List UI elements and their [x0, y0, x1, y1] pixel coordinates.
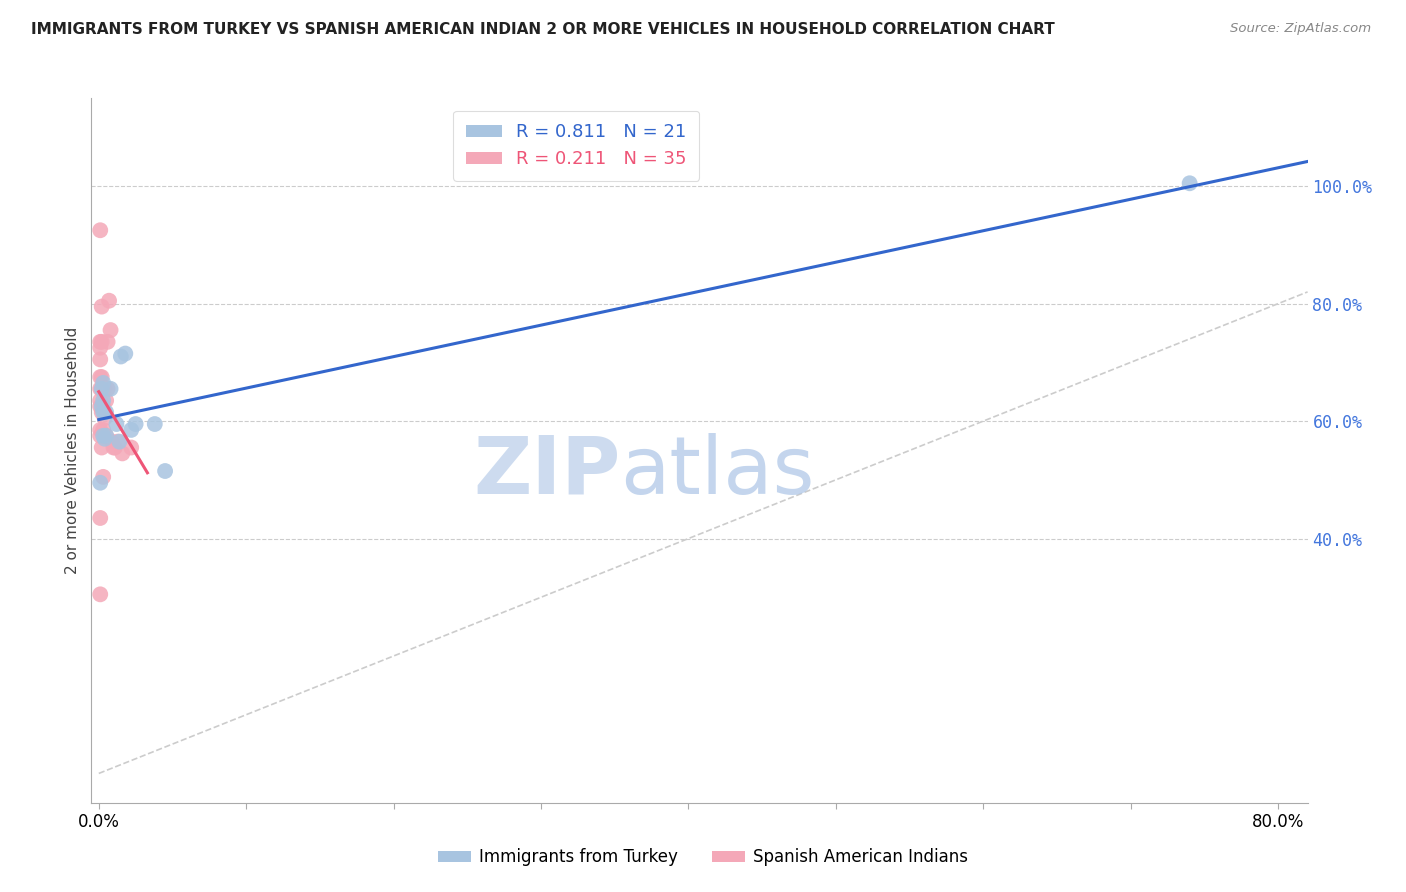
Point [89, 393, 111, 408]
Point [89, 423, 111, 437]
Legend: Immigrants from Turkey, Spanish American Indians: Immigrants from Turkey, Spanish American… [432, 842, 974, 873]
Y-axis label: 2 or more Vehicles in Household: 2 or more Vehicles in Household [65, 326, 80, 574]
Point [90, 300, 112, 314]
Point [89, 511, 111, 525]
Point [98, 293, 121, 308]
Point [89, 382, 111, 396]
Point [90, 441, 112, 455]
Point [94, 429, 117, 443]
Point [124, 417, 146, 431]
Point [89, 341, 111, 355]
Point [89, 400, 111, 414]
Point [1178, 176, 1201, 190]
Text: ZIP: ZIP [474, 433, 620, 510]
Point [104, 441, 127, 455]
Point [91, 376, 114, 390]
Point [120, 423, 142, 437]
Point [100, 323, 122, 337]
Point [93, 432, 115, 446]
Point [153, 464, 176, 478]
Point [94, 393, 117, 408]
Point [105, 417, 128, 431]
Point [114, 346, 136, 360]
Point [94, 405, 117, 419]
Text: atlas: atlas [620, 433, 815, 510]
Point [107, 434, 129, 449]
Point [101, 434, 124, 449]
Text: IMMIGRANTS FROM TURKEY VS SPANISH AMERICAN INDIAN 2 OR MORE VEHICLES IN HOUSEHOL: IMMIGRANTS FROM TURKEY VS SPANISH AMERIC… [31, 22, 1054, 37]
Point [89, 334, 111, 349]
Point [89, 352, 111, 367]
Point [91, 400, 114, 414]
Point [90, 400, 112, 414]
Point [90, 382, 112, 396]
Point [89, 475, 111, 490]
Point [97, 334, 120, 349]
Point [103, 441, 125, 455]
Point [91, 470, 114, 484]
Point [93, 405, 115, 419]
Point [97, 382, 120, 396]
Point [90, 405, 112, 419]
Point [93, 382, 115, 396]
Point [91, 405, 114, 419]
Point [120, 441, 142, 455]
Point [110, 350, 132, 364]
Point [90, 334, 112, 349]
Point [93, 411, 115, 425]
Point [94, 429, 117, 443]
Text: Source: ZipAtlas.com: Source: ZipAtlas.com [1230, 22, 1371, 36]
Point [89, 370, 111, 384]
Point [90, 382, 112, 396]
Point [111, 446, 134, 460]
Point [143, 417, 166, 431]
Point [90, 370, 112, 384]
Legend: R = 0.811   N = 21, R = 0.211   N = 35: R = 0.811 N = 21, R = 0.211 N = 35 [453, 111, 699, 181]
Point [89, 587, 111, 601]
Point [91, 393, 114, 408]
Point [91, 423, 114, 437]
Point [100, 382, 122, 396]
Point [89, 223, 111, 237]
Point [91, 429, 114, 443]
Point [89, 429, 111, 443]
Point [108, 434, 131, 449]
